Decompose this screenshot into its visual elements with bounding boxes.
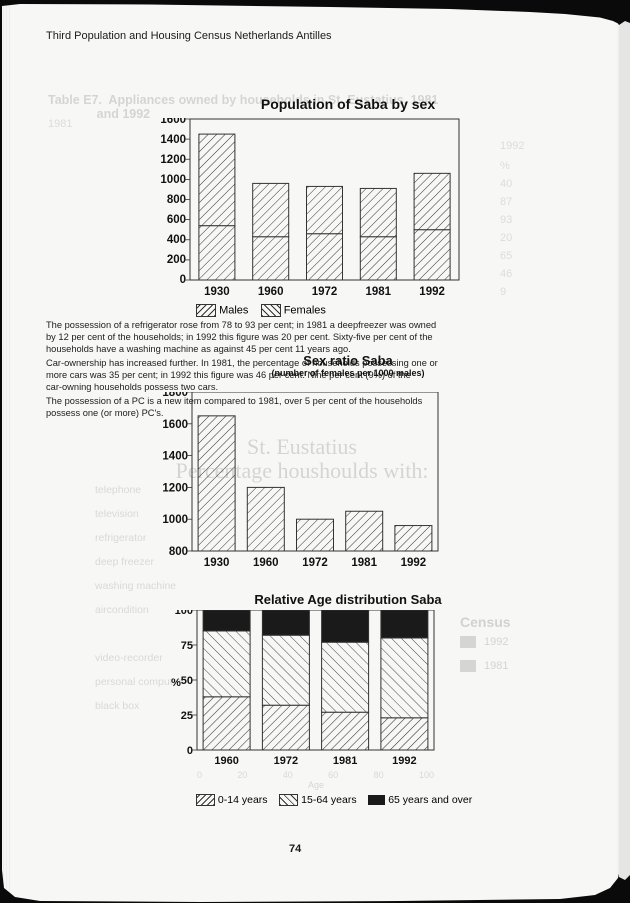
svg-text:1000: 1000 (162, 514, 188, 526)
svg-text:1960: 1960 (253, 557, 279, 569)
svg-text:75: 75 (181, 640, 193, 652)
svg-text:200: 200 (167, 254, 186, 266)
svg-text:1800: 1800 (162, 392, 188, 399)
svg-text:1972: 1972 (302, 557, 328, 569)
svg-text:1600: 1600 (162, 419, 188, 431)
svg-text:800: 800 (167, 194, 186, 206)
svg-text:1960: 1960 (258, 286, 284, 298)
svg-text:600: 600 (167, 214, 186, 226)
svg-text:1960: 1960 (214, 755, 238, 767)
svg-text:1981: 1981 (333, 755, 357, 767)
svg-text:1930: 1930 (204, 286, 230, 298)
svg-text:1000: 1000 (160, 174, 186, 186)
svg-text:%: % (171, 677, 181, 689)
svg-text:1992: 1992 (392, 755, 416, 767)
svg-text:1981: 1981 (366, 286, 392, 298)
svg-text:1972: 1972 (274, 755, 298, 767)
svg-text:1400: 1400 (160, 134, 186, 146)
svg-text:400: 400 (167, 234, 186, 246)
svg-text:1992: 1992 (401, 557, 427, 569)
svg-text:1200: 1200 (160, 154, 186, 166)
svg-text:100: 100 (175, 610, 193, 617)
svg-text:1200: 1200 (162, 482, 188, 494)
svg-text:1972: 1972 (312, 286, 338, 298)
svg-text:1930: 1930 (204, 557, 230, 569)
svg-text:1981: 1981 (351, 557, 377, 569)
svg-text:50: 50 (181, 675, 193, 687)
svg-text:0: 0 (187, 745, 193, 757)
svg-text:1600: 1600 (160, 118, 186, 126)
svg-text:800: 800 (169, 546, 188, 558)
svg-text:25: 25 (181, 710, 193, 722)
svg-text:1992: 1992 (419, 286, 445, 298)
